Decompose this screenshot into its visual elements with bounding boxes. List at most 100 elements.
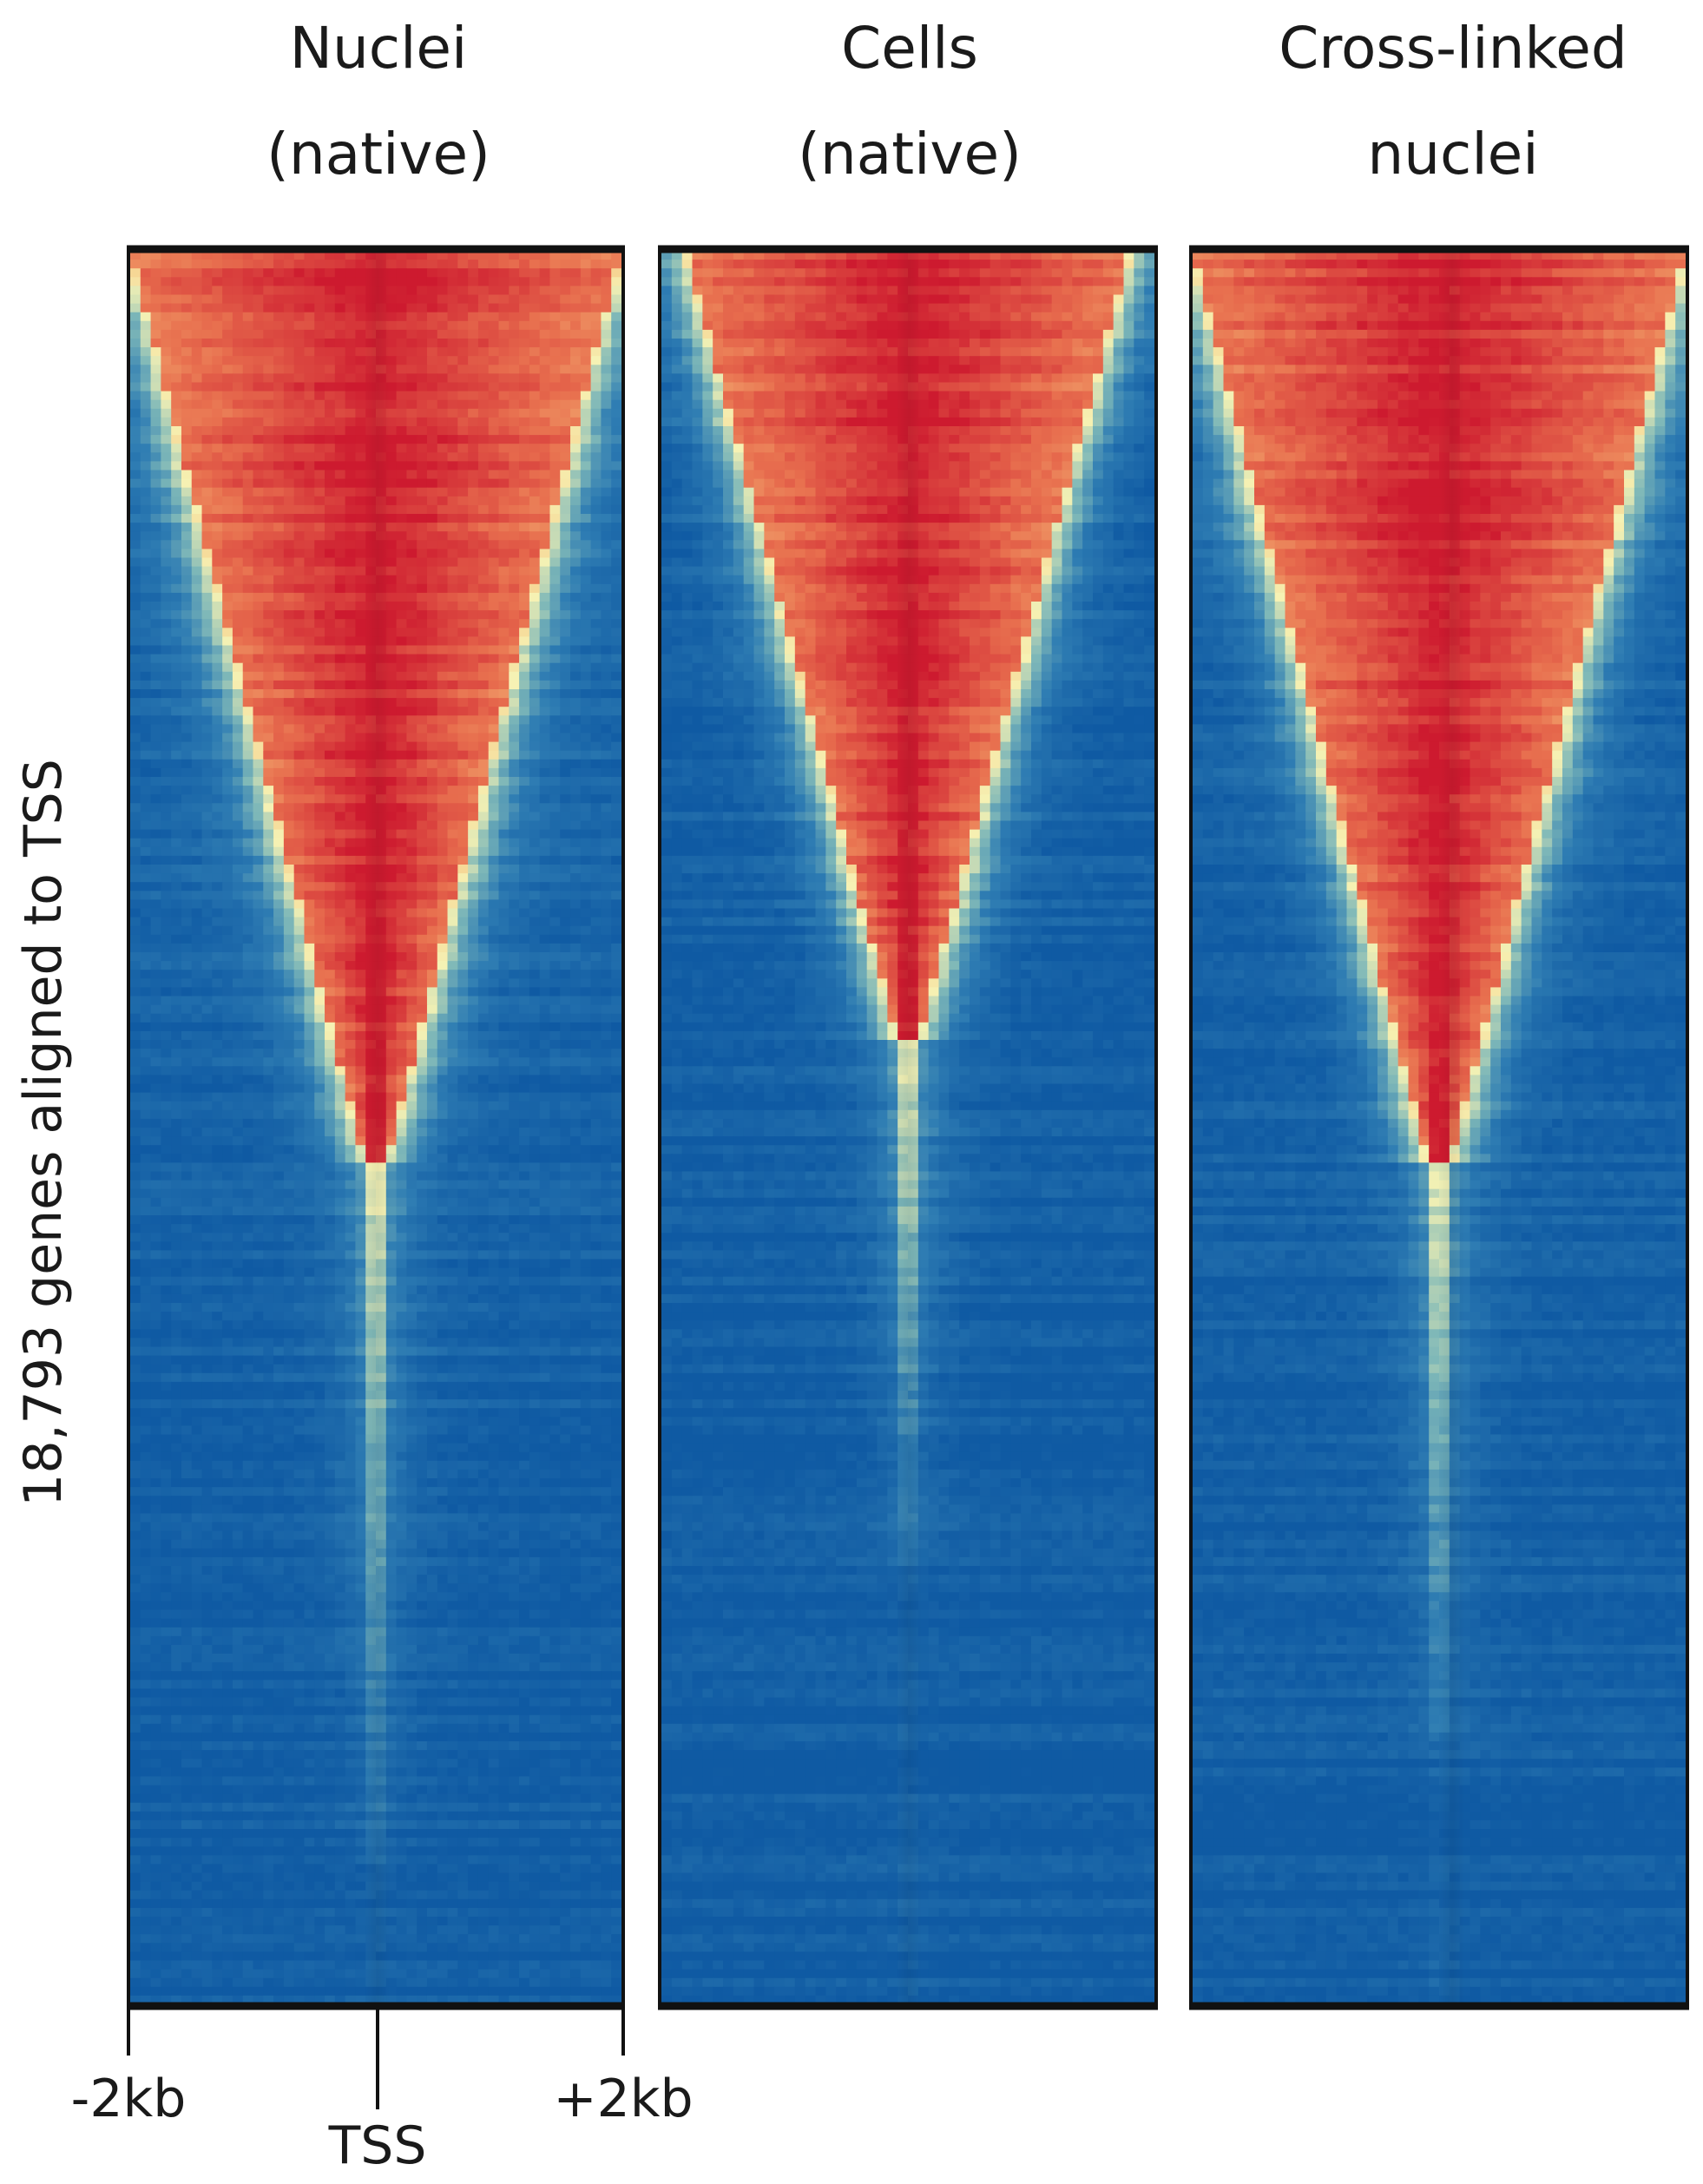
heatmap-cell (570, 820, 582, 831)
heatmap-cell (611, 504, 622, 515)
heatmap-cell (477, 917, 490, 927)
heatmap-cell (130, 531, 141, 541)
heatmap-cell (580, 399, 592, 410)
heatmap-cell (611, 925, 622, 936)
heatmap-cell (273, 794, 285, 804)
heatmap-cell (498, 399, 510, 410)
heatmap-cell (283, 908, 295, 918)
heatmap-cell (437, 408, 449, 418)
heatmap-cell (191, 1022, 203, 1032)
heatmap-cell (150, 540, 161, 549)
heatmap-cell (468, 426, 479, 436)
heatmap-cell (314, 1083, 325, 1094)
heatmap-cell (325, 794, 336, 804)
heatmap-cell (477, 662, 490, 673)
heatmap-cell (355, 1022, 366, 1032)
heatmap-cell (549, 417, 561, 427)
heatmap-cell (457, 689, 469, 699)
heatmap-cell (325, 478, 336, 489)
heatmap-cell (232, 602, 244, 611)
heatmap-cell (447, 566, 458, 576)
heatmap-cell (345, 1136, 357, 1146)
heatmap-cell (468, 741, 479, 752)
heatmap-cell (570, 260, 582, 269)
heatmap-cell (283, 602, 295, 611)
heatmap-cell (570, 628, 582, 637)
heatmap-cell (293, 1075, 306, 1085)
heatmap-cell (325, 1022, 336, 1032)
heatmap-cell (601, 373, 612, 384)
heatmap-cell (253, 961, 264, 970)
heatmap-cell (232, 470, 244, 480)
heatmap-cell (447, 671, 458, 681)
heatmap-cell (201, 365, 213, 374)
heatmap-cell (437, 1075, 449, 1085)
heatmap-cell (181, 899, 193, 910)
heatmap-cell (232, 662, 244, 673)
heatmap-cell (590, 1109, 602, 1120)
heatmap-cell (488, 698, 500, 707)
heatmap-cell (334, 970, 346, 979)
heatmap-cell (273, 759, 285, 769)
heatmap-cell (611, 260, 622, 269)
heatmap-cell (283, 750, 295, 760)
heatmap-cell (232, 1092, 244, 1102)
heatmap-cell (601, 251, 612, 260)
heatmap-cell (171, 680, 182, 690)
heatmap-cell (529, 628, 541, 637)
heatmap-cell (385, 312, 398, 322)
heatmap-cell (181, 286, 193, 296)
heatmap-cell (263, 1083, 274, 1094)
heatmap-cell (130, 1066, 141, 1076)
heatmap-cell (171, 794, 182, 804)
heatmap-cell (253, 925, 264, 936)
heatmap-cell (468, 970, 479, 979)
heatmap-cell (222, 1004, 233, 1015)
heatmap-cell (570, 1154, 582, 1163)
heatmap-cell (406, 908, 418, 918)
heatmap-cell (601, 504, 612, 515)
heatmap-cell (171, 277, 182, 286)
heatmap-cell (242, 496, 254, 506)
heatmap-cell (355, 399, 366, 410)
heatmap-cell (253, 1040, 264, 1049)
heatmap-cell (314, 846, 325, 857)
heatmap-cell (253, 575, 264, 585)
heatmap-cell (529, 741, 541, 752)
heatmap-cell (232, 619, 244, 628)
heatmap-cell (334, 523, 346, 532)
heatmap-cell (140, 1022, 152, 1032)
heatmap-cell (181, 1022, 193, 1032)
heatmap-cell (611, 452, 622, 462)
heatmap-cell (396, 523, 407, 532)
heatmap-cell (549, 592, 561, 602)
heatmap-cell (283, 820, 295, 831)
heatmap-cell (212, 1154, 223, 1163)
heatmap-cell (447, 1083, 458, 1094)
heatmap-cell (273, 1022, 285, 1032)
heatmap-cell (345, 767, 357, 778)
heatmap-cell (263, 1049, 274, 1058)
heatmap-cell (191, 592, 203, 602)
heatmap-cell (161, 996, 172, 1006)
heatmap-cell (201, 575, 213, 585)
heatmap-cell (477, 724, 490, 734)
heatmap-cell (304, 1083, 315, 1094)
heatmap-cell (212, 566, 223, 576)
heatmap-cell (161, 934, 172, 944)
heatmap-cell (263, 470, 274, 480)
heatmap-cell (355, 1004, 366, 1015)
heatmap-cell (263, 531, 274, 541)
heatmap-cell (468, 829, 479, 839)
heatmap-cell (560, 1013, 571, 1023)
heatmap-cell (406, 838, 418, 848)
heatmap-cell (519, 1092, 530, 1102)
heatmap-cell (385, 970, 398, 979)
heatmap-cell (253, 329, 264, 339)
heatmap-cell (150, 698, 161, 707)
heatmap-cell (212, 865, 223, 874)
heatmap-cell (426, 698, 438, 707)
heatmap-cell (611, 1092, 622, 1102)
heatmap-cell (212, 855, 223, 865)
heatmap-cell (140, 1145, 152, 1154)
